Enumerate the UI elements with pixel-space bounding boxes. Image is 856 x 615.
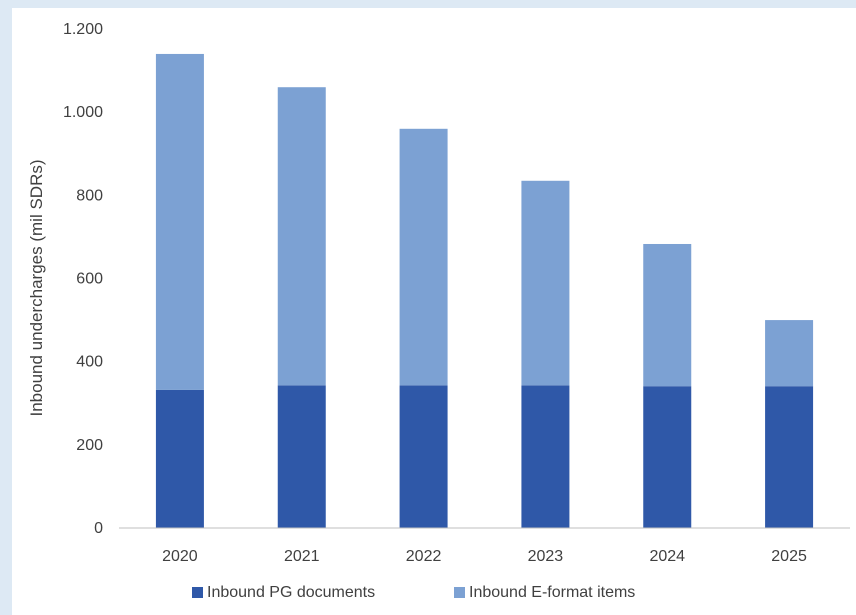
x-tick-label: 2023 <box>528 548 564 565</box>
y-tick-label: 800 <box>76 187 103 204</box>
bar-pg-documents-2023 <box>521 385 570 528</box>
bar-pg-documents-2025 <box>765 386 814 528</box>
y-tick-label: 1.000 <box>63 104 103 121</box>
x-tick-label: 2025 <box>771 548 807 565</box>
y-tick-label: 200 <box>76 437 103 454</box>
x-axis-ticks: 2020 2021 2022 2023 2024 2025 <box>162 548 807 565</box>
x-tick-label: 2024 <box>649 548 685 565</box>
bar-pg-documents-2020 <box>155 389 204 528</box>
bar-e-format-items-2025 <box>765 320 814 387</box>
y-axis-label: Inbound undercharges (mil SDRs) <box>27 159 46 416</box>
bar-pg-documents-2022 <box>399 385 448 528</box>
bar-e-format-items-2022 <box>399 128 448 386</box>
chart-panel: Inbound undercharges (mil SDRs) 0 200 400 6… <box>12 8 856 615</box>
stacked-bar-chart: Inbound undercharges (mil SDRs) 0 200 400 6… <box>27 21 850 601</box>
x-tick-label: 2020 <box>162 548 198 565</box>
bar-e-format-items-2020 <box>155 53 204 390</box>
bar-pg-documents-2021 <box>277 385 326 528</box>
y-axis-ticks: 0 200 400 600 800 1.000 1.200 <box>63 21 103 537</box>
bars-group <box>155 53 814 528</box>
bar-pg-documents-2024 <box>643 386 692 528</box>
legend-label: Inbound E-format items <box>469 584 635 601</box>
y-tick-label: 0 <box>94 520 103 537</box>
legend-swatch <box>192 587 203 598</box>
legend-label: Inbound PG documents <box>207 584 375 601</box>
legend: Inbound PG documents Inbound E-format ite… <box>192 584 635 601</box>
x-tick-label: 2021 <box>284 548 320 565</box>
bar-e-format-items-2021 <box>277 87 326 386</box>
legend-swatch <box>454 587 465 598</box>
y-tick-label: 400 <box>76 354 103 371</box>
bar-e-format-items-2024 <box>643 243 692 387</box>
bar-e-format-items-2023 <box>521 180 570 386</box>
y-tick-label: 1.200 <box>63 21 103 38</box>
y-tick-label: 600 <box>76 271 103 288</box>
x-tick-label: 2022 <box>406 548 442 565</box>
